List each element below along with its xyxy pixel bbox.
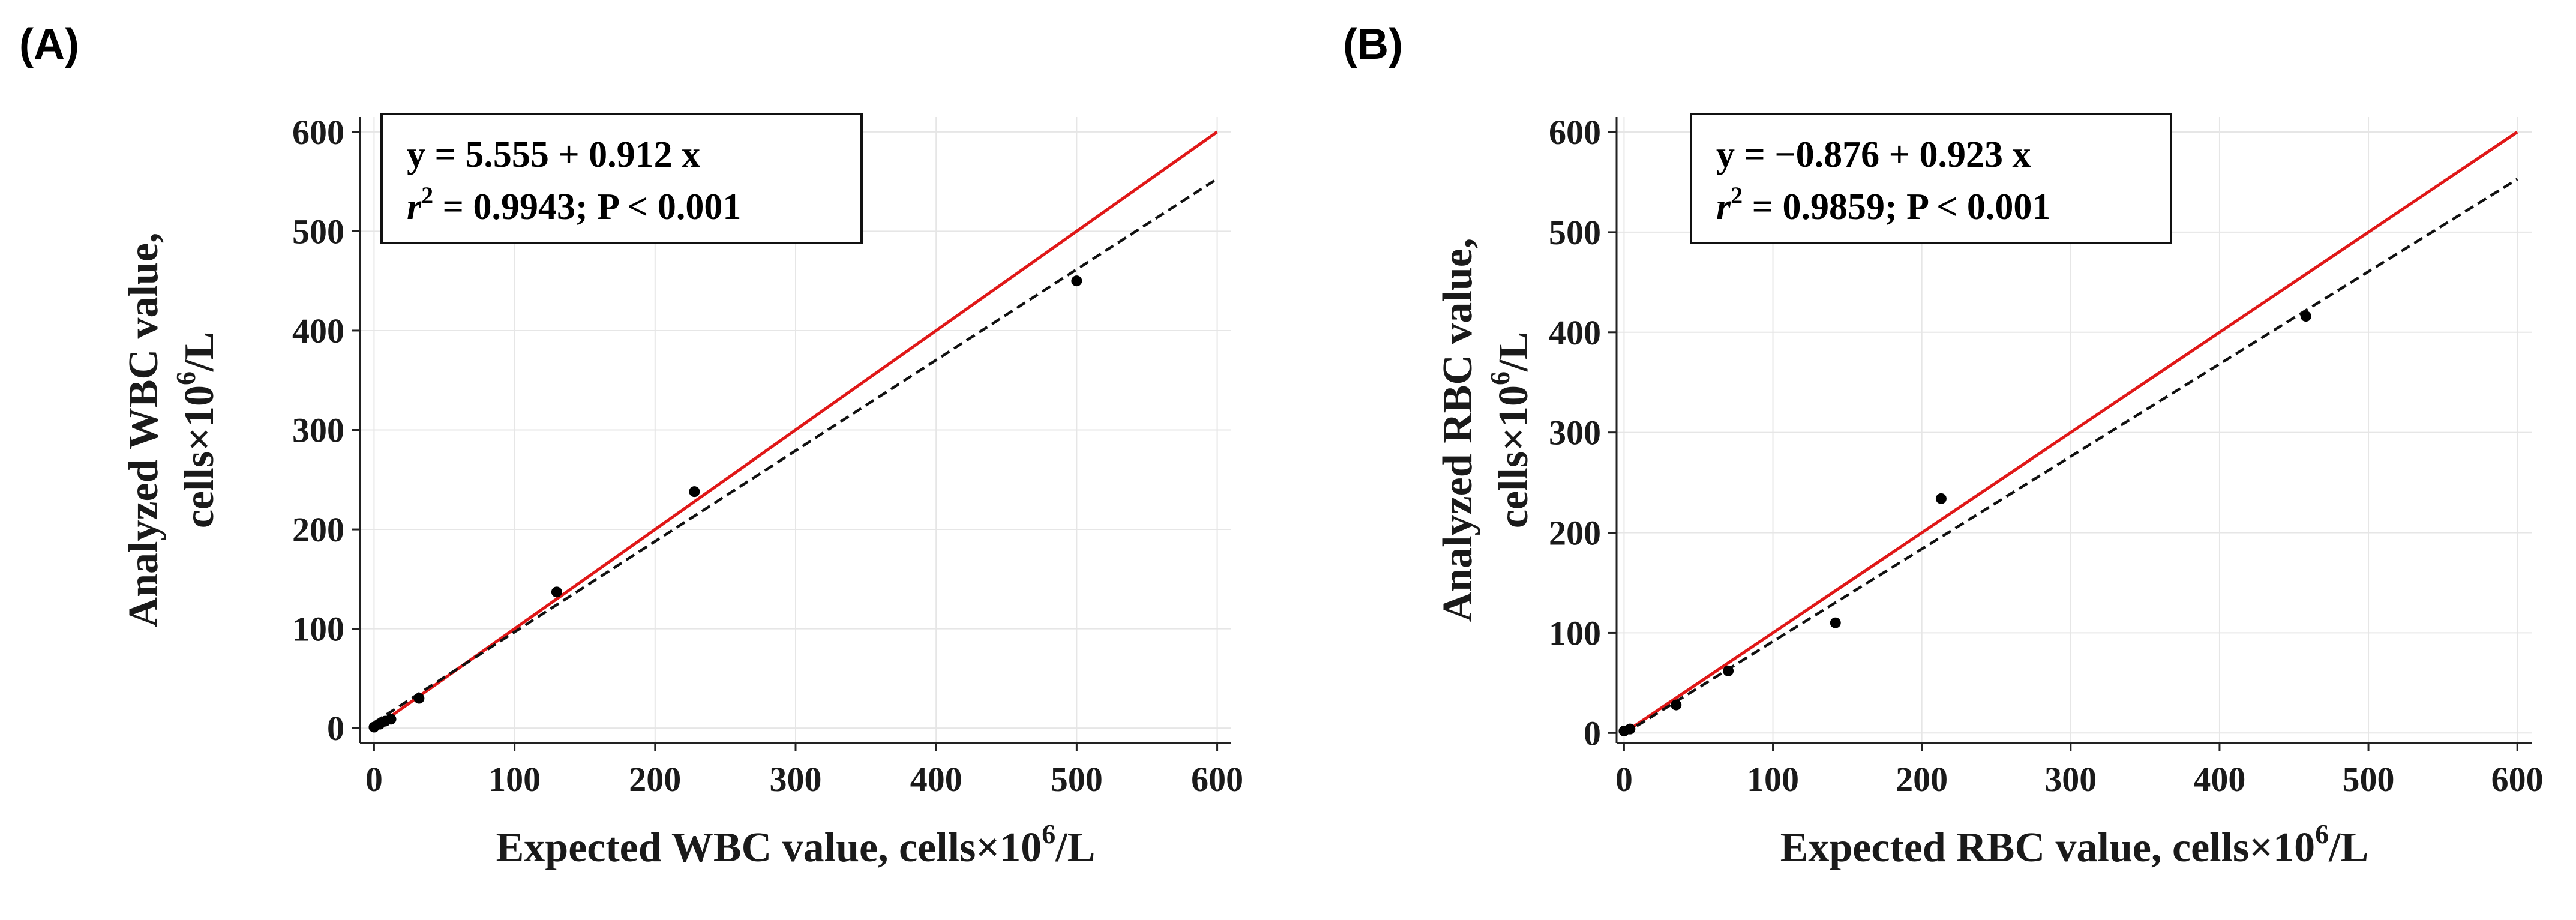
y-tick-label: 400 [1549,313,1601,352]
x-tick-label: 600 [1191,760,1243,799]
y-title-main: cells×10 [176,385,223,528]
y-title-unit: /L [1491,332,1537,372]
data-point [1071,275,1082,287]
y-tick-label: 500 [1549,213,1601,252]
x-axis-title: Expected WBC value, cells×106/L [496,819,1096,871]
y-title-superscript: 6 [170,371,201,385]
y-axis-title-line2: cells×106/L [170,332,223,528]
x-tick-label: 400 [910,760,962,799]
x-axis-title: Expected RBC value, cells×106/L [1780,819,2369,871]
y-tick-label: 300 [1549,413,1601,452]
x-title-main: Expected RBC value, cells×10 [1780,825,2315,871]
regression-equation: y = −0.876 + 0.923 x [1716,134,2031,175]
chart-panel-a: (A) 0 100 200 300 400 500 600 0 100 200 300 400 500 60… [19,20,1243,871]
identity-line [373,130,1219,730]
y-tick-label: 200 [1549,514,1601,553]
data-point [413,693,425,704]
x-tick-label: 400 [2193,760,2245,799]
x-tick-label: 600 [2491,760,2544,799]
data-point [1935,493,1947,504]
data-point [689,486,700,498]
y-tick-label: 100 [1549,613,1601,652]
x-tick-label: 0 [1615,760,1633,799]
y-tick-label: 600 [292,113,344,152]
equation-box [380,113,863,244]
y-axis-title-line1: Analyzed WBC value, [121,233,167,628]
x-title-superscript: 6 [2315,819,2329,849]
y-axis-title-line1: Analyzed RBC value, [1435,238,1481,622]
chart-panel-b: (B) 0 100 200 300 400 500 600 0 100 200 300 400 500 60… [1343,20,2544,871]
y-tick-label: 0 [1584,714,1601,753]
y-title-unit: /L [176,332,223,372]
y-tick-label: 600 [1549,113,1601,152]
regression-line [373,178,1218,724]
regression-line [1623,178,2518,735]
r-squared-text: r2 = 0.9859; P < 0.001 [1716,182,2050,227]
x-tick-label: 300 [770,760,822,799]
data-point [385,714,397,725]
x-tick-label: 500 [1051,760,1103,799]
x-title-main: Expected WBC value, cells×10 [496,825,1042,871]
panel-label: (A) [19,20,79,68]
identity-line [1623,130,2518,735]
x-tick-label: 0 [365,760,383,799]
x-tick-label: 200 [629,760,681,799]
data-point [1624,723,1636,735]
y-tick-label: 0 [327,709,344,748]
x-title-unit: /L [2328,825,2368,871]
r-squared-text: r2 = 0.9943; P < 0.001 [407,182,741,227]
y-axis-title-line2: cells×106/L [1485,332,1537,528]
x-title-unit: /L [1055,825,1095,871]
data-point [551,586,562,598]
r2-superscript: 2 [1731,182,1743,209]
r-symbol: r [407,187,422,227]
x-tick-label: 100 [1747,760,1799,799]
data-point [2300,311,2311,322]
x-title-superscript: 6 [1042,819,1055,849]
panel-label: (B) [1343,20,1403,68]
r2-value: = 0.9859; P < 0.001 [1743,187,2050,227]
x-tick-label: 300 [2044,760,2097,799]
y-tick-label: 400 [292,311,344,350]
r2-value: = 0.9943; P < 0.001 [433,187,741,227]
y-tick-label: 500 [292,212,344,251]
data-point [1723,665,1734,676]
y-tick-label: 100 [292,610,344,649]
regression-equation: y = 5.555 + 0.912 x [407,134,700,175]
data-point [1830,617,1841,628]
r2-superscript: 2 [421,182,433,209]
x-tick-label: 500 [2343,760,2395,799]
equation-box [1690,113,2172,244]
r-symbol: r [1716,187,1731,227]
y-tick-label: 300 [292,411,344,450]
x-tick-label: 100 [488,760,541,799]
y-title-main: cells×10 [1491,385,1537,528]
y-title-superscript: 6 [1485,371,1515,385]
data-point [1671,699,1682,711]
y-tick-label: 200 [292,510,344,549]
x-tick-label: 200 [1896,760,1948,799]
